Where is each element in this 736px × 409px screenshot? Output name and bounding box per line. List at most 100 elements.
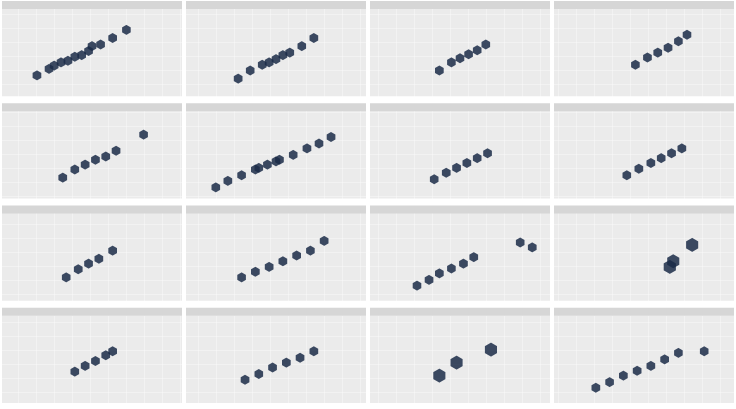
facet-panel [186, 307, 366, 403]
hex-bin [94, 253, 104, 264]
panel-strip [370, 103, 550, 112]
facet-panel [186, 103, 366, 199]
hex-bin [80, 360, 90, 371]
hex-bin [653, 47, 663, 58]
panel-strip [370, 1, 550, 9]
hex-bin [309, 33, 319, 43]
hex-bin [96, 39, 105, 50]
hex-bin [462, 158, 472, 168]
panel-strip [554, 1, 734, 9]
panel-strip [186, 1, 366, 9]
hex-bin [278, 256, 288, 267]
hex-bin [237, 272, 246, 283]
hex-bin [271, 54, 281, 65]
hex-bin [245, 65, 255, 76]
panel-background [2, 213, 182, 301]
hex-bin [591, 382, 601, 393]
hex-bin [101, 151, 111, 162]
hex-bin [91, 356, 100, 366]
panel-background [370, 111, 550, 199]
hex-bin [326, 132, 336, 142]
hex-bin [70, 164, 80, 175]
panel-background [370, 213, 550, 301]
hex-bin [297, 41, 307, 52]
hex-bin [84, 258, 93, 269]
panel-background [554, 111, 734, 199]
hex-bin [643, 52, 652, 63]
hex-bin [424, 274, 434, 285]
hex-bin [108, 245, 117, 256]
hex-bin [91, 154, 100, 165]
hex-bin [295, 352, 305, 363]
hex-bin [447, 263, 456, 274]
hex-bin [469, 252, 479, 263]
hex-bin [619, 370, 628, 381]
hex-bin [254, 369, 264, 379]
hex-bin [412, 280, 422, 291]
hex-bin [233, 73, 243, 84]
facet-panel [370, 1, 550, 97]
facet-panel [2, 307, 182, 403]
hex-bin [264, 261, 274, 272]
hex-bin [80, 159, 90, 170]
panel-background [554, 315, 734, 403]
panel-strip [554, 205, 734, 214]
panel-strip [186, 205, 366, 214]
panel-background [370, 9, 550, 97]
hex-bin [285, 47, 295, 58]
hex-bin [631, 59, 640, 70]
facet-panel [554, 307, 734, 403]
hex-bin [483, 148, 492, 159]
hex-bin [288, 149, 298, 160]
facet-panel [370, 205, 550, 301]
hex-bin [632, 365, 642, 376]
hex-bin [314, 138, 324, 149]
hex-bin [139, 129, 148, 140]
hex-bin [319, 235, 329, 246]
hex-bin [481, 39, 491, 50]
panel-background [554, 9, 734, 97]
panel-background [2, 111, 182, 199]
hex-bin [211, 182, 221, 193]
hex-bin [108, 346, 117, 357]
hex-bin [263, 159, 272, 170]
hex-bin [108, 33, 117, 43]
hex-bin [70, 366, 80, 377]
hex-bin [472, 45, 482, 56]
panel-strip [554, 307, 734, 316]
hex-bin [450, 355, 463, 370]
hex-bin [278, 50, 288, 61]
hex-bin [605, 377, 614, 388]
hex-bin [101, 350, 111, 361]
hex-bin [699, 346, 709, 357]
hex-bin [56, 57, 66, 68]
hex-bin [663, 42, 673, 53]
panel-strip [2, 103, 182, 112]
hex-bin [111, 145, 121, 156]
hex-bin [447, 57, 456, 68]
hex-bin [459, 258, 468, 269]
panel-strip [186, 307, 366, 316]
hex-bin [441, 167, 451, 178]
hex-bin [667, 254, 680, 269]
hex-bin [257, 59, 267, 70]
hex-bin [309, 346, 319, 357]
panel-strip [2, 307, 182, 316]
hex-bin [435, 268, 444, 279]
panel-background [186, 213, 366, 301]
hex-bin [237, 170, 246, 181]
facet-panel [370, 103, 550, 199]
hex-bin [264, 57, 274, 68]
hex-bin [70, 51, 80, 62]
hex-bin [271, 156, 281, 167]
hex-bin [484, 342, 497, 357]
hex-bin [302, 143, 312, 154]
facet-panel [554, 103, 734, 199]
hex-bin [622, 170, 632, 181]
hex-bin [527, 242, 537, 253]
hex-bin [306, 245, 315, 256]
hex-bin [674, 36, 683, 47]
hex-bin [429, 174, 439, 185]
facet-panel [2, 103, 182, 199]
